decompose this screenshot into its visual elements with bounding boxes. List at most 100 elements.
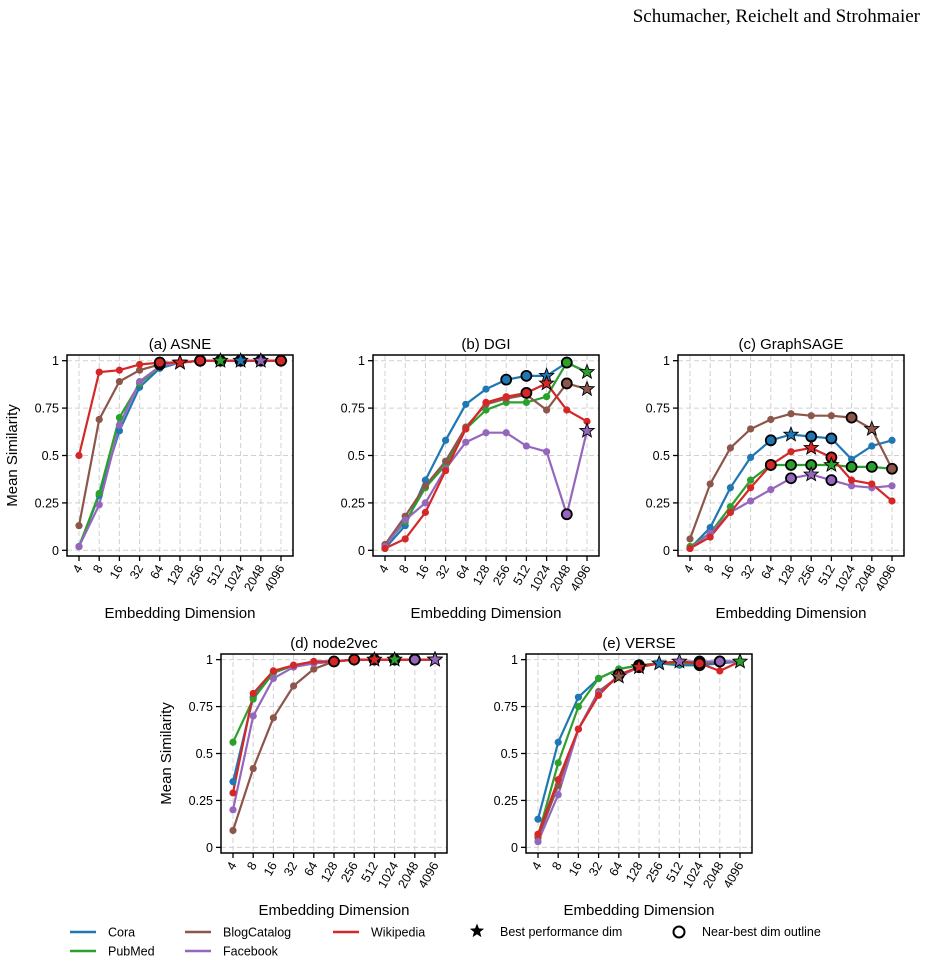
near-best-marker <box>785 472 797 485</box>
best-marker <box>538 374 555 391</box>
best-marker <box>802 439 820 456</box>
best-marker <box>610 667 628 684</box>
x-tick-label: 128 <box>623 859 646 884</box>
y-tick-label: 0.5 <box>196 747 213 761</box>
y-tick-label: 0.25 <box>189 794 213 808</box>
y-tick-label: 0 <box>663 544 670 558</box>
data-point <box>136 366 144 374</box>
data-point <box>462 425 470 433</box>
legend-star <box>469 923 485 938</box>
data-point <box>574 693 583 701</box>
x-tick-label: 4096 <box>262 562 288 593</box>
x-tick-label: 16 <box>261 859 280 878</box>
data-point <box>249 764 257 773</box>
plot-frame <box>677 354 905 557</box>
best-marker <box>630 658 648 675</box>
data-point <box>534 815 542 823</box>
best-marker <box>578 380 596 397</box>
data-point <box>686 535 694 543</box>
x-tick-label: 2048 <box>241 562 267 593</box>
legend-label: Cora <box>108 926 135 940</box>
data-point <box>747 425 755 433</box>
x-tick-label: 128 <box>470 562 493 587</box>
data-point <box>574 702 583 711</box>
x-tick-label: 64 <box>147 562 166 581</box>
near-best-marker <box>348 653 361 666</box>
data-point <box>249 689 257 698</box>
data-point <box>75 522 83 530</box>
x-tick-label: 1024 <box>375 859 401 890</box>
data-point <box>522 442 531 450</box>
data-point <box>747 476 755 484</box>
best-marker <box>802 465 820 482</box>
data-point <box>747 484 755 492</box>
near-best-marker <box>520 369 533 382</box>
data-point <box>706 523 714 532</box>
x-axis-label: Embedding Dimension <box>564 902 715 919</box>
best-marker <box>578 363 596 380</box>
data-point <box>421 482 429 490</box>
x-tick-label: 32 <box>738 562 757 581</box>
x-tick-label: 16 <box>718 562 737 581</box>
data-point <box>95 368 103 376</box>
data-point <box>767 415 775 424</box>
near-best-marker <box>560 356 573 369</box>
data-point <box>554 759 562 767</box>
x-tick-label: 8 <box>90 562 106 575</box>
x-tick-label: 16 <box>566 859 585 878</box>
x-tick-label: 64 <box>453 562 472 581</box>
x-tick-label: 32 <box>281 859 300 878</box>
data-point <box>421 476 429 484</box>
best-marker <box>212 351 229 368</box>
data-point <box>726 484 735 492</box>
data-point <box>269 674 277 683</box>
x-tick-label: 1024 <box>680 859 706 890</box>
near-best-marker <box>764 434 777 447</box>
best-marker <box>782 425 800 442</box>
legend-label: Best performance dim <box>500 925 622 939</box>
data-point <box>888 436 896 444</box>
data-point <box>767 486 775 494</box>
near-best-marker <box>693 657 706 670</box>
data-point <box>726 444 735 452</box>
near-best-marker <box>886 462 898 475</box>
data-point <box>534 838 542 846</box>
y-tick-label: 0 <box>206 841 213 855</box>
near-best-marker <box>764 459 777 471</box>
near-best-marker <box>825 432 838 445</box>
y-tick-label: 0.25 <box>494 794 518 808</box>
x-tick-label: 4 <box>681 562 697 575</box>
x-tick-label: 32 <box>586 859 605 878</box>
data-point <box>421 508 429 516</box>
data-point <box>747 453 755 461</box>
x-tick-label: 2048 <box>852 562 878 593</box>
data-point <box>848 482 856 490</box>
y-tick-label: 1 <box>52 354 59 368</box>
data-point <box>502 429 510 437</box>
series-line <box>384 430 589 548</box>
near-best-marker <box>500 373 513 386</box>
data-point <box>543 448 551 456</box>
data-point <box>522 398 531 407</box>
x-tick-label: 8 <box>396 562 412 575</box>
x-axis-label: Embedding Dimension <box>105 605 256 622</box>
data-point <box>115 421 123 429</box>
x-axis-label: Embedding Dimension <box>259 902 410 919</box>
y-tick-label: 0.5 <box>653 449 670 463</box>
data-point <box>269 714 277 722</box>
subplot-title: (b) DGI <box>461 336 510 353</box>
near-best-marker <box>194 354 207 367</box>
data-point <box>482 385 490 393</box>
x-tick-label: 1024 <box>527 562 553 593</box>
x-tick-label: 4096 <box>873 562 899 593</box>
data-point <box>229 738 237 746</box>
legend-label: Wikipedia <box>371 926 425 940</box>
near-best-marker <box>560 377 573 390</box>
near-best-marker <box>275 354 287 367</box>
data-point <box>75 542 83 551</box>
legend-label: Near-best dim outline <box>702 925 821 939</box>
x-tick-label: 32 <box>127 562 146 581</box>
